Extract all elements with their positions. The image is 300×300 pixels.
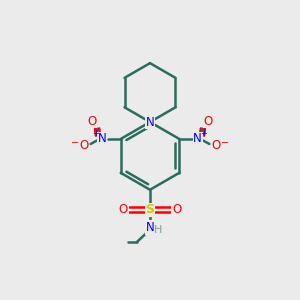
Text: N: N [98,133,107,146]
Text: S: S [146,203,154,216]
Text: −: − [221,138,229,148]
Text: O: O [212,139,221,152]
Text: N: N [146,221,154,234]
Text: H: H [154,225,162,236]
Text: +: + [201,130,208,139]
Text: N: N [193,133,202,146]
Text: −: − [71,138,79,148]
Text: O: O [172,203,181,216]
Text: N: N [146,116,154,128]
Text: +: + [92,130,99,139]
Text: O: O [79,139,88,152]
Text: O: O [87,115,96,128]
Text: O: O [119,203,128,216]
Text: O: O [204,115,213,128]
